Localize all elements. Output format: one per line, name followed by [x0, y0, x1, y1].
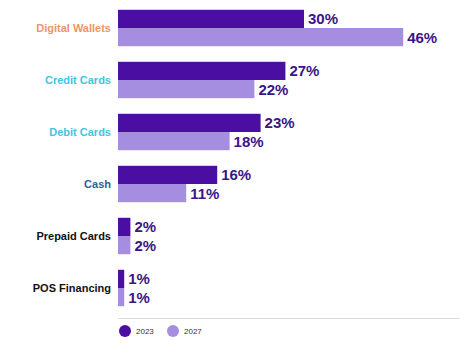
data-label: 1%	[128, 289, 150, 306]
x-axis	[119, 318, 460, 319]
bar	[118, 28, 403, 46]
data-label: 27%	[289, 62, 319, 79]
bar	[118, 62, 285, 80]
bar	[118, 166, 217, 184]
tick: Credit Cards	[45, 74, 118, 86]
legend: 2023 2027	[119, 325, 202, 337]
data-label: 16%	[221, 166, 251, 183]
bars	[118, 10, 403, 306]
data-label: 2%	[134, 237, 156, 254]
tick-label: Digital Wallets	[36, 22, 111, 34]
bar	[118, 10, 304, 28]
data-label: 23%	[265, 114, 295, 131]
data-label: 11%	[190, 185, 219, 202]
tick: Cash	[84, 178, 118, 190]
tick: POS Financing	[33, 282, 118, 294]
series-bars	[118, 10, 304, 288]
data-labels: 30% 27% 23% 16% 2% 1% 46% 22% 18% 11% 2% 1%	[128, 10, 437, 305]
bar	[118, 236, 130, 254]
series-bars	[118, 28, 403, 306]
tick-label: Credit Cards	[45, 74, 111, 86]
data-label: 2%	[134, 218, 156, 235]
bar	[118, 184, 186, 202]
tick-label: Prepaid Cards	[36, 230, 111, 242]
bar	[118, 288, 124, 306]
data-label: 1%	[128, 270, 150, 287]
legend-swatch	[119, 325, 131, 337]
data-label: 18%	[234, 133, 264, 150]
data-label: 22%	[258, 81, 288, 98]
legend-swatch	[167, 325, 179, 337]
bar	[118, 132, 230, 150]
chart: 30% 27% 23% 16% 2% 1% 46% 22% 18% 11% 2% 1% Digital …	[0, 0, 465, 364]
legend-label: 2027	[184, 327, 202, 336]
tick-label: POS Financing	[33, 282, 111, 294]
bar	[118, 218, 130, 236]
tick: Debit Cards	[49, 126, 118, 138]
legend-label: 2023	[136, 327, 154, 336]
data-label: 30%	[308, 10, 338, 27]
bar	[118, 114, 261, 132]
x-axis-line	[119, 318, 460, 319]
tick-label: Debit Cards	[49, 126, 111, 138]
tick: Digital Wallets	[36, 22, 118, 34]
bar	[118, 270, 124, 288]
bar	[118, 80, 254, 98]
tick: Prepaid Cards	[36, 230, 118, 242]
data-label: 46%	[407, 29, 437, 46]
tick-label: Cash	[84, 178, 111, 190]
y-axis: Digital Wallets Credit Cards Debit Cards Ca…	[33, 22, 118, 294]
